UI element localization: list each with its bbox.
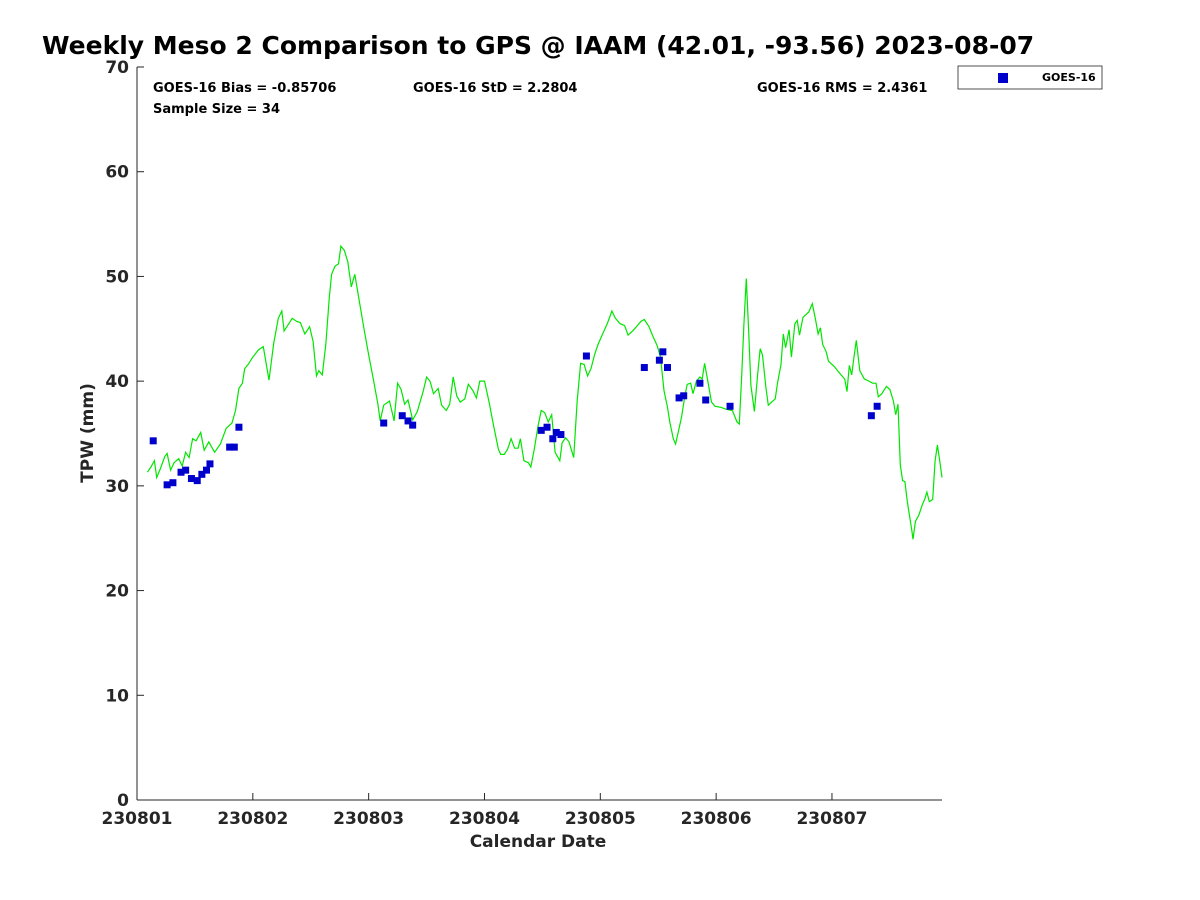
std-stat: GOES-16 StD = 2.2804 (413, 81, 577, 96)
legend: GOES-16 (957, 65, 1103, 90)
legend-label-goes16: GOES-16 (1042, 71, 1096, 84)
y-tick-label: 20 (105, 582, 129, 602)
legend-marker-goes16 (998, 73, 1008, 83)
goes16-point (726, 402, 734, 410)
series-layer (146, 244, 943, 540)
legend-box (957, 65, 1103, 90)
goes16-point (177, 468, 185, 476)
goes16-point (404, 417, 412, 425)
goes16-point (398, 412, 406, 420)
goes16-point (702, 396, 710, 404)
goes16-point (149, 437, 157, 445)
y-tick-label: 0 (117, 791, 129, 811)
goes16-point (226, 443, 234, 451)
goes16-point (675, 394, 683, 402)
goes16-point (655, 356, 663, 364)
goes16-point (187, 475, 195, 483)
goes16-point (557, 431, 565, 439)
goes16-point (193, 477, 201, 485)
rms-stat: GOES-16 RMS = 2.4361 (757, 81, 927, 96)
x-ticks: 230801 230802 230803 230804 230805 230806 2308… (102, 793, 867, 829)
bias-stat: GOES-16 Bias = -0.85706 (153, 81, 336, 96)
x-tick-label: 230806 (681, 809, 752, 829)
goes16-point (680, 392, 688, 400)
gps-line (146, 244, 943, 540)
x-tick-label: 230802 (217, 809, 288, 829)
goes16-point (202, 466, 210, 474)
y-tick-label: 70 (105, 58, 129, 78)
goes16-point (409, 421, 417, 429)
goes16-point (873, 402, 881, 410)
goes16-point (549, 435, 557, 443)
x-tick-label: 230805 (565, 809, 636, 829)
y-tick-label: 50 (105, 267, 129, 287)
goes16-point (169, 479, 177, 487)
goes16-point (537, 426, 545, 434)
goes16-point (659, 348, 667, 356)
y-axis-label: TPW (mm) (78, 383, 98, 483)
y-tick-label: 60 (105, 163, 129, 183)
goes16-point (206, 460, 214, 468)
y-ticks: 0 10 20 30 40 50 60 70 (105, 58, 144, 811)
goes16-point (867, 412, 875, 420)
x-axis-label: Calendar Date (470, 832, 607, 852)
x-tick-label: 230804 (449, 809, 520, 829)
goes16-point (582, 352, 590, 360)
goes16-point (640, 364, 648, 372)
sample-size-stat: Sample Size = 34 (153, 102, 280, 117)
y-tick-label: 40 (105, 372, 129, 392)
goes16-point (182, 466, 190, 474)
goes16-point (663, 364, 671, 372)
goes16-point (696, 379, 704, 387)
y-tick-label: 30 (105, 477, 129, 497)
goes16-point (235, 423, 243, 431)
goes16-point (552, 428, 560, 436)
goes16-point (543, 423, 551, 431)
goes16-point (380, 419, 388, 427)
x-tick-label: 230801 (102, 809, 173, 829)
x-tick-label: 230803 (333, 809, 404, 829)
x-tick-label: 230807 (796, 809, 867, 829)
goes16-point (163, 481, 171, 489)
goes16-point (198, 470, 206, 478)
chart-title: Weekly Meso 2 Comparison to GPS @ IAAM (… (42, 31, 1034, 60)
y-tick-label: 10 (105, 686, 129, 706)
goes16-point (230, 443, 238, 451)
